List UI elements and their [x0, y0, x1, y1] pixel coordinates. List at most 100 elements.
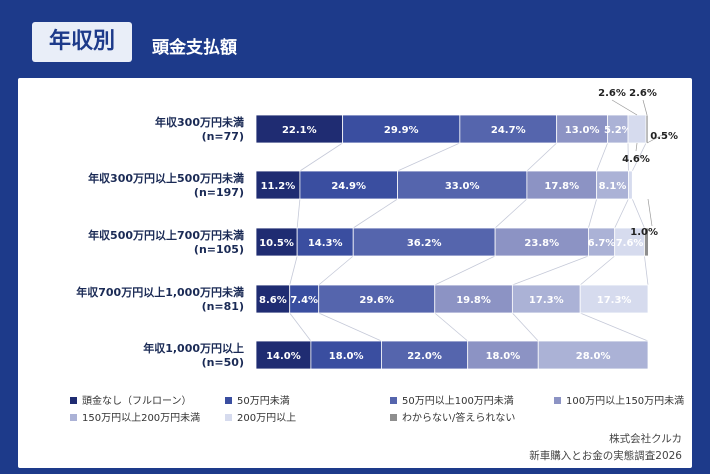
legend-swatch: [390, 414, 397, 421]
connector-line: [631, 198, 645, 229]
credit-survey: 新車購入とお金の実態調査2026: [529, 449, 682, 462]
legend-swatch: [225, 397, 232, 404]
data-label: 28.0%: [576, 351, 611, 362]
connector-line: [434, 312, 468, 342]
row-labels: 年収300万円未満(n=77) 年収300万円以上500万円未満(n=197) 年収…: [76, 115, 244, 369]
outside-data-label: 2.6%: [629, 88, 657, 99]
header-tag-text: 年収別: [48, 29, 115, 54]
connector-line: [318, 255, 354, 286]
bar-segment: [645, 114, 649, 144]
chart-subtitle: 頭金支払額: [152, 38, 237, 58]
connector-line: [434, 255, 496, 286]
legend-swatch: [390, 397, 397, 404]
legend-label: 150万円以上200万円未満: [82, 412, 200, 424]
row-n-label: (n=197): [194, 186, 244, 199]
data-label: 17.3%: [529, 295, 564, 306]
data-label: 10.5%: [259, 238, 294, 249]
connector-line: [352, 198, 398, 229]
bar-segment: [627, 114, 647, 144]
bar-segment: [255, 340, 312, 370]
data-label: 19.8%: [456, 295, 491, 306]
bar-segment: [459, 114, 558, 144]
data-label: 14.0%: [266, 351, 301, 362]
row-label: 年収700万円以上1,000万円未満: [76, 285, 244, 299]
legend-label: 50万円以上100万円未満: [402, 395, 514, 407]
bar-segment: [310, 340, 382, 370]
outside-data-label: 1.0%: [630, 227, 658, 238]
data-label: 22.0%: [407, 351, 442, 362]
connector-line: [512, 312, 539, 342]
chart-panel: 22.1% 29.9% 24.7% 13.0% 5.2% 11.2% 24.9% 33.0% 1…: [18, 78, 692, 468]
data-label: 7.6%: [616, 238, 644, 249]
bar-segment: [526, 170, 598, 200]
connector-line: [596, 142, 608, 172]
connector-line: [526, 142, 557, 172]
leader-line: [646, 134, 663, 144]
bar-segment: [556, 114, 609, 144]
data-label: 13.0%: [565, 125, 600, 136]
data-label: 24.7%: [491, 125, 526, 136]
outside-data-label: 4.6%: [622, 154, 650, 165]
credit-company: 株式会社クルカ: [609, 432, 682, 445]
legend-label: 頭金なし（フルローン）: [82, 394, 192, 407]
row-n-label: (n=77): [202, 130, 244, 143]
connector-line: [580, 312, 649, 342]
data-label: 5.2%: [604, 125, 632, 136]
bar-segment: [434, 284, 513, 314]
connector-line: [296, 198, 301, 229]
bar-segment: [537, 340, 649, 370]
connector-line: [614, 198, 629, 229]
data-label: 7.4%: [290, 295, 318, 306]
connector-line: [289, 255, 298, 286]
data-label: 11.2%: [261, 181, 296, 192]
bar-segment: [494, 227, 589, 257]
data-label: 17.3%: [597, 295, 632, 306]
outside-data-label: 2.6%: [598, 88, 626, 99]
data-label: 33.0%: [445, 181, 480, 192]
bar-segment: [255, 227, 298, 257]
data-label: 23.8%: [524, 238, 559, 249]
bar-segment: [614, 227, 645, 257]
row-label: 年収1,000万円以上: [143, 341, 244, 355]
legend-swatch: [70, 397, 77, 404]
bar-segment: [255, 114, 344, 144]
bar-segment: [588, 227, 616, 257]
data-label: 18.0%: [486, 351, 521, 362]
outside-data-label: 0.5%: [650, 131, 678, 142]
data-label: 22.1%: [282, 125, 317, 136]
header-tag: 年収別: [32, 22, 132, 62]
legend-label: 50万円未満: [237, 395, 290, 407]
bar-segment: [381, 340, 469, 370]
bar-segments: 22.1% 29.9% 24.7% 13.0% 5.2% 11.2% 24.9% 33.0% 1…: [255, 114, 649, 370]
legend-label: 100万円以上150万円未満: [566, 395, 684, 407]
row-label: 年収500万円以上700万円未満: [88, 228, 244, 242]
legend: 頭金なし（フルローン） 50万円未満 50万円以上100万円未満 100万円以上150…: [70, 394, 684, 424]
bar-segment: [628, 170, 633, 200]
connector-line: [579, 255, 615, 286]
bar-segment: [467, 340, 539, 370]
connector-line: [512, 255, 589, 286]
data-label: 18.0%: [329, 351, 364, 362]
legend-label: わからない/答えられない: [402, 411, 515, 424]
data-label: 6.7%: [588, 238, 616, 249]
leader-line: [642, 99, 648, 116]
legend-swatch: [225, 414, 232, 421]
bar-segment: [318, 284, 436, 314]
data-label: 17.8%: [544, 181, 579, 192]
data-label: 24.9%: [331, 181, 366, 192]
row-n-label: (n=81): [202, 300, 244, 313]
connector-lines: [289, 142, 649, 342]
bar-segment: [299, 170, 398, 200]
stacked-bar-chart: 22.1% 29.9% 24.7% 13.0% 5.2% 11.2% 24.9% 33.0% 1…: [70, 88, 684, 462]
outside-annotations: 2.6% 2.6% 4.6% 0.5% 1.0%: [598, 88, 678, 238]
connector-line: [299, 142, 343, 172]
connector-line: [494, 198, 528, 229]
row-label: 年収300万円未満: [155, 115, 244, 129]
data-label: 29.6%: [359, 295, 394, 306]
data-label: 8.1%: [599, 181, 627, 192]
bar-segment: [296, 227, 354, 257]
row-label: 年収300万円以上500万円未満: [88, 171, 244, 185]
data-label: 8.6%: [259, 295, 287, 306]
legend-swatch: [554, 397, 561, 404]
